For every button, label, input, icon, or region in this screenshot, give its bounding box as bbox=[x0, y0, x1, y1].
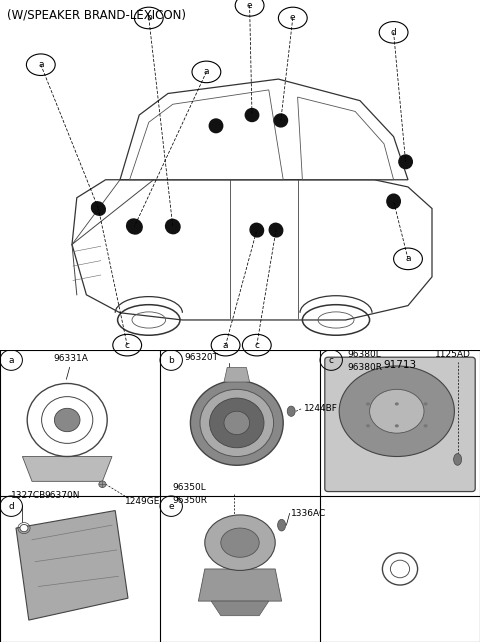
Text: 1244BF: 1244BF bbox=[304, 404, 338, 413]
Ellipse shape bbox=[370, 389, 424, 433]
Ellipse shape bbox=[424, 424, 428, 428]
Ellipse shape bbox=[20, 525, 28, 532]
Ellipse shape bbox=[274, 114, 288, 127]
Ellipse shape bbox=[424, 403, 428, 406]
Polygon shape bbox=[23, 456, 112, 482]
Ellipse shape bbox=[395, 424, 399, 428]
Text: b: b bbox=[146, 13, 152, 22]
Text: a: a bbox=[223, 341, 228, 350]
Ellipse shape bbox=[399, 155, 412, 169]
Ellipse shape bbox=[366, 403, 370, 406]
Ellipse shape bbox=[395, 403, 399, 406]
Text: 96331A: 96331A bbox=[53, 354, 88, 363]
Ellipse shape bbox=[224, 412, 250, 435]
Text: a: a bbox=[38, 60, 44, 69]
Text: 96370N: 96370N bbox=[45, 491, 80, 500]
Ellipse shape bbox=[99, 481, 106, 487]
Text: e: e bbox=[290, 13, 296, 22]
Ellipse shape bbox=[191, 381, 283, 465]
Ellipse shape bbox=[200, 389, 274, 456]
Polygon shape bbox=[16, 510, 128, 620]
Ellipse shape bbox=[277, 519, 286, 531]
Ellipse shape bbox=[339, 366, 455, 456]
Text: a: a bbox=[204, 67, 209, 76]
Text: e: e bbox=[247, 1, 252, 10]
Ellipse shape bbox=[366, 424, 370, 428]
Ellipse shape bbox=[92, 202, 105, 215]
Text: c: c bbox=[254, 341, 259, 350]
Ellipse shape bbox=[166, 220, 180, 234]
Ellipse shape bbox=[205, 515, 275, 571]
Ellipse shape bbox=[287, 406, 295, 417]
Text: a: a bbox=[9, 356, 14, 365]
Ellipse shape bbox=[54, 408, 80, 431]
Text: d: d bbox=[391, 28, 396, 37]
Text: 1249GE: 1249GE bbox=[125, 498, 160, 507]
Text: 96350L: 96350L bbox=[173, 483, 206, 492]
Text: 96380L: 96380L bbox=[347, 350, 381, 359]
Text: 96320T: 96320T bbox=[185, 352, 218, 361]
Text: (W/SPEAKER BRAND-LEXICON): (W/SPEAKER BRAND-LEXICON) bbox=[7, 9, 186, 22]
Ellipse shape bbox=[127, 219, 142, 234]
Text: 1336AC: 1336AC bbox=[291, 509, 326, 518]
Ellipse shape bbox=[210, 398, 264, 447]
Text: e: e bbox=[168, 501, 174, 510]
FancyBboxPatch shape bbox=[325, 357, 475, 492]
Ellipse shape bbox=[269, 223, 283, 237]
Text: b: b bbox=[168, 356, 174, 365]
Text: 91713: 91713 bbox=[384, 360, 417, 370]
Ellipse shape bbox=[245, 108, 259, 121]
Text: 1327CB: 1327CB bbox=[11, 491, 47, 500]
Text: 96350R: 96350R bbox=[173, 496, 208, 505]
Polygon shape bbox=[224, 367, 250, 382]
Text: c: c bbox=[125, 341, 130, 350]
Ellipse shape bbox=[387, 194, 400, 209]
Ellipse shape bbox=[209, 119, 223, 133]
Text: d: d bbox=[8, 501, 14, 510]
Ellipse shape bbox=[250, 223, 264, 237]
Ellipse shape bbox=[221, 528, 259, 557]
Text: 1125AD: 1125AD bbox=[435, 350, 471, 359]
Polygon shape bbox=[198, 569, 282, 601]
Text: c: c bbox=[329, 356, 334, 365]
Polygon shape bbox=[211, 601, 269, 616]
Text: 96380R: 96380R bbox=[347, 363, 382, 372]
Text: a: a bbox=[405, 254, 411, 263]
Ellipse shape bbox=[454, 454, 462, 465]
